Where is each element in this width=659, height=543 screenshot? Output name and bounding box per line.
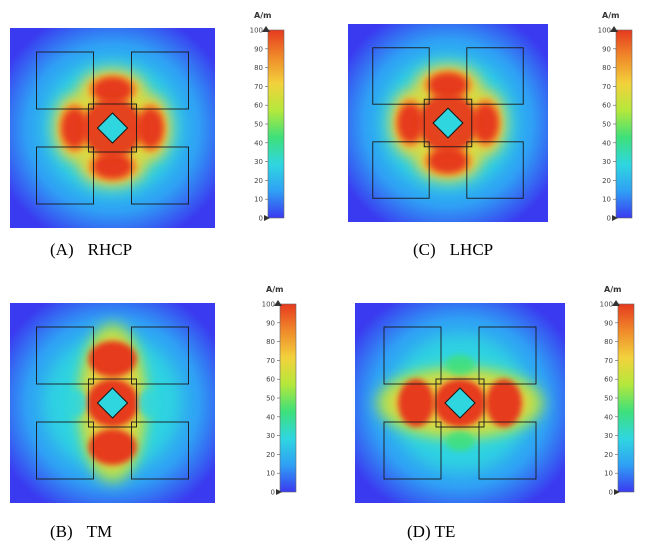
- colorbar-unit: A/m: [254, 11, 271, 20]
- colorbar-tick-label: 20: [266, 451, 275, 459]
- colorbar-tick-label: 80: [254, 64, 263, 72]
- colorbar-tick-label: 30: [266, 432, 275, 440]
- field-plot-b: [10, 303, 215, 503]
- caption-label-b: (B): [50, 522, 73, 541]
- colorbar-tick-label: 30: [254, 158, 263, 166]
- geometry-outline: [372, 47, 524, 199]
- colorbar-tick-label: 100: [600, 301, 613, 309]
- colorbar-tick-label: 10: [266, 470, 275, 478]
- caption-a: (A) RHCP: [50, 240, 132, 260]
- colorbar-tick-label: 60: [604, 376, 613, 384]
- caption-label-a: (A): [50, 240, 74, 259]
- colorbar-tick-label: 60: [602, 102, 611, 110]
- colorbar-max-marker: [610, 26, 618, 32]
- centre-diamond: [444, 387, 476, 419]
- centre-diamond: [432, 107, 464, 139]
- colorbar-gradient: [279, 303, 297, 493]
- caption-b: (B) TM: [50, 522, 112, 542]
- colorbar-tick-label: 50: [266, 395, 275, 403]
- colorbar-tick-label: 0: [259, 215, 263, 223]
- colorbar-tick-label: 20: [602, 177, 611, 185]
- colorbar-tick-label: 90: [254, 45, 263, 53]
- geometry-outline: [36, 51, 189, 205]
- colorbar-max-marker: [612, 300, 620, 306]
- colorbar-tick-label: 70: [602, 83, 611, 91]
- colorbar-tick-label: 10: [254, 196, 263, 204]
- colorbar-tick-label: 60: [266, 376, 275, 384]
- colorbar-tick-label: 80: [266, 338, 275, 346]
- colorbar-min-marker: [276, 489, 282, 495]
- centre-diamond: [96, 387, 129, 419]
- colorbar-tick-label: 0: [607, 215, 611, 223]
- caption-name-b: TM: [86, 522, 113, 541]
- colorbar-tick-label: 10: [604, 470, 613, 478]
- colorbar-tick-label: 0: [609, 489, 613, 497]
- colorbar-tick-label: 20: [604, 451, 613, 459]
- colorbar-tick-label: 10: [602, 196, 611, 204]
- colorbar-tick-label: 30: [602, 158, 611, 166]
- colorbar-unit: A/m: [604, 285, 621, 294]
- colorbar-tick-label: 50: [602, 121, 611, 129]
- field-plot-d: [355, 303, 565, 503]
- colorbar-tick-label: 80: [602, 64, 611, 72]
- colorbar-tick-label: 100: [262, 301, 275, 309]
- caption-name-c: LHCP: [449, 240, 494, 259]
- caption-name-a: RHCP: [87, 240, 133, 259]
- colorbar-tick-label: 80: [604, 338, 613, 346]
- caption-name-d: TE: [434, 522, 456, 541]
- centre-diamond: [96, 112, 129, 144]
- colorbar-min-marker: [264, 215, 270, 221]
- colorbar-gradient: [267, 29, 285, 219]
- colorbar-tick-label: 70: [254, 83, 263, 91]
- colorbar-tick-label: 40: [602, 139, 611, 147]
- caption-c: (C) LHCP: [413, 240, 493, 260]
- colorbar-tick-label: 100: [250, 27, 263, 35]
- colorbar-tick-label: 90: [604, 319, 613, 327]
- colorbar-tick-label: 90: [602, 45, 611, 53]
- colorbar-tick-label: 40: [604, 413, 613, 421]
- colorbar-tick-label: 70: [604, 357, 613, 365]
- colorbar-gradient: [615, 29, 633, 219]
- colorbar-tick-label: 40: [254, 139, 263, 147]
- field-plot-a: [10, 28, 215, 228]
- colorbar-tick-label: 30: [604, 432, 613, 440]
- colorbar-tick-label: 70: [266, 357, 275, 365]
- colorbar-tick-label: 0: [271, 489, 275, 497]
- caption-d: (D) TE: [407, 522, 455, 542]
- field-plot-c: [348, 24, 548, 222]
- colorbar-tick-label: 20: [254, 177, 263, 185]
- colorbar-tick-label: 50: [254, 121, 263, 129]
- caption-label-c: (C): [413, 240, 436, 259]
- colorbar-min-marker: [614, 489, 620, 495]
- colorbar-tick-label: 50: [604, 395, 613, 403]
- colorbar-min-marker: [612, 215, 618, 221]
- colorbar-gradient: [617, 303, 635, 493]
- colorbar-unit: A/m: [266, 285, 283, 294]
- colorbar-tick-label: 90: [266, 319, 275, 327]
- caption-label-d: (D): [407, 522, 431, 541]
- colorbar-tick-label: 100: [598, 27, 611, 35]
- colorbar-tick-label: 40: [266, 413, 275, 421]
- geometry-outline: [383, 326, 537, 480]
- colorbar-tick-label: 60: [254, 102, 263, 110]
- colorbar-unit: A/m: [602, 11, 619, 20]
- colorbar-max-marker: [274, 300, 282, 306]
- geometry-outline: [36, 326, 189, 480]
- colorbar-max-marker: [262, 26, 270, 32]
